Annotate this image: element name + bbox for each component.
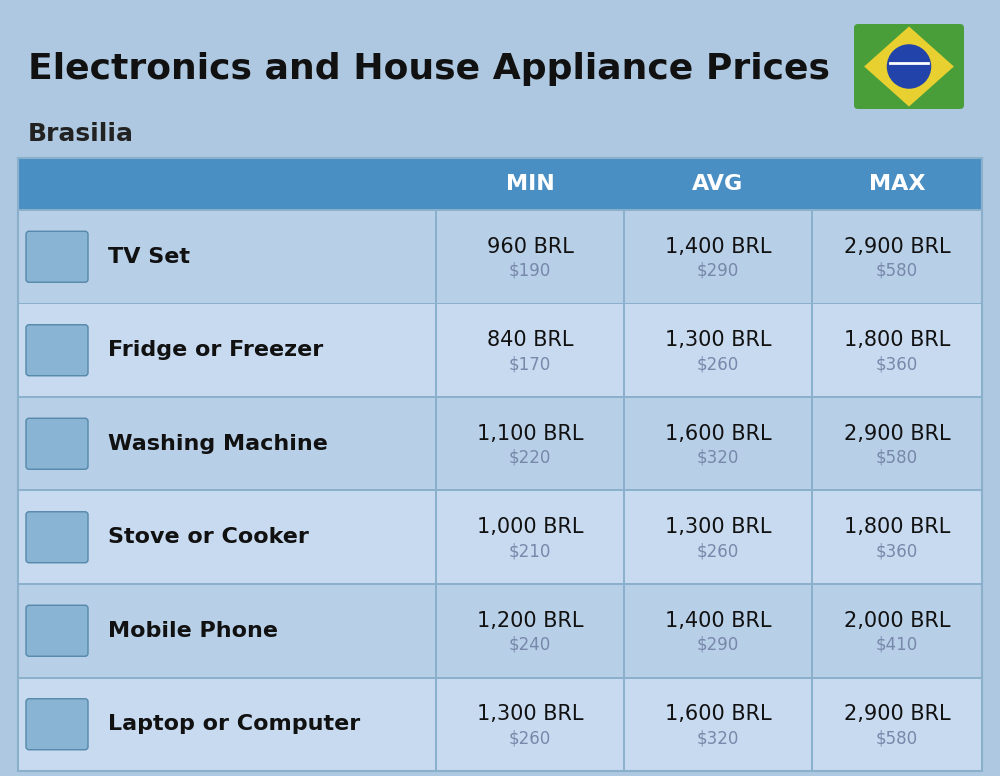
FancyBboxPatch shape xyxy=(26,605,88,656)
FancyBboxPatch shape xyxy=(26,418,88,469)
Bar xyxy=(435,490,437,584)
FancyBboxPatch shape xyxy=(26,231,88,282)
Text: $240: $240 xyxy=(509,636,551,653)
Text: MAX: MAX xyxy=(869,174,925,194)
Bar xyxy=(623,490,625,584)
Text: Mobile Phone: Mobile Phone xyxy=(108,621,278,641)
Bar xyxy=(811,210,813,303)
Text: $260: $260 xyxy=(509,729,551,747)
Text: Stove or Cooker: Stove or Cooker xyxy=(108,527,309,547)
Bar xyxy=(18,490,982,491)
FancyBboxPatch shape xyxy=(26,698,88,750)
Bar xyxy=(18,677,982,678)
Text: Laptop or Computer: Laptop or Computer xyxy=(108,714,360,734)
Bar xyxy=(18,396,982,398)
Text: 1,300 BRL: 1,300 BRL xyxy=(665,518,771,537)
Bar xyxy=(435,584,437,677)
Bar xyxy=(18,490,982,584)
Text: $290: $290 xyxy=(697,636,739,653)
Bar xyxy=(623,584,625,677)
Text: 1,600 BRL: 1,600 BRL xyxy=(665,424,771,444)
Bar xyxy=(623,303,625,397)
Bar xyxy=(435,303,437,397)
Text: 1,600 BRL: 1,600 BRL xyxy=(665,705,771,724)
Bar xyxy=(18,209,982,211)
Bar xyxy=(18,583,982,585)
Text: AVG: AVG xyxy=(692,174,744,194)
Text: Washing Machine: Washing Machine xyxy=(108,434,328,454)
Text: $260: $260 xyxy=(697,542,739,560)
Text: $260: $260 xyxy=(697,355,739,373)
Bar xyxy=(18,158,982,210)
Bar xyxy=(18,158,982,771)
Text: 2,900 BRL: 2,900 BRL xyxy=(844,705,950,724)
Text: 2,000 BRL: 2,000 BRL xyxy=(844,611,950,631)
Text: 840 BRL: 840 BRL xyxy=(487,331,573,350)
Bar xyxy=(623,397,625,490)
FancyBboxPatch shape xyxy=(26,511,88,563)
Text: $320: $320 xyxy=(697,729,739,747)
Text: $320: $320 xyxy=(697,449,739,466)
Bar xyxy=(811,397,813,490)
Text: $580: $580 xyxy=(876,262,918,280)
Text: $410: $410 xyxy=(876,636,918,653)
Bar xyxy=(18,210,982,303)
Text: Electronics and House Appliance Prices: Electronics and House Appliance Prices xyxy=(28,52,830,86)
Polygon shape xyxy=(864,26,954,106)
Bar xyxy=(18,397,982,490)
Text: $170: $170 xyxy=(509,355,551,373)
Bar xyxy=(435,677,437,771)
Bar xyxy=(18,677,982,771)
Bar xyxy=(623,677,625,771)
Text: Brasilia: Brasilia xyxy=(28,122,134,146)
Text: 960 BRL: 960 BRL xyxy=(487,237,573,257)
FancyBboxPatch shape xyxy=(26,324,88,376)
Text: 1,300 BRL: 1,300 BRL xyxy=(665,331,771,350)
Text: TV Set: TV Set xyxy=(108,247,190,267)
Text: 1,400 BRL: 1,400 BRL xyxy=(665,237,771,257)
FancyBboxPatch shape xyxy=(854,24,964,109)
Text: $360: $360 xyxy=(876,542,918,560)
Bar xyxy=(18,303,982,397)
Text: $360: $360 xyxy=(876,355,918,373)
Bar xyxy=(18,584,982,677)
Circle shape xyxy=(887,45,931,88)
Bar xyxy=(811,303,813,397)
Bar xyxy=(623,210,625,303)
Text: $580: $580 xyxy=(876,729,918,747)
Text: MIN: MIN xyxy=(506,174,554,194)
Text: 1,000 BRL: 1,000 BRL xyxy=(477,518,583,537)
Text: 1,800 BRL: 1,800 BRL xyxy=(844,331,950,350)
Bar xyxy=(18,303,982,304)
Text: $210: $210 xyxy=(509,542,551,560)
Bar xyxy=(811,584,813,677)
Text: 1,200 BRL: 1,200 BRL xyxy=(477,611,583,631)
Bar xyxy=(811,490,813,584)
Text: $190: $190 xyxy=(509,262,551,280)
Text: 1,400 BRL: 1,400 BRL xyxy=(665,611,771,631)
Bar xyxy=(435,210,437,303)
Text: $220: $220 xyxy=(509,449,551,466)
Bar xyxy=(811,677,813,771)
Bar xyxy=(435,397,437,490)
Text: Fridge or Freezer: Fridge or Freezer xyxy=(108,340,323,360)
Text: 1,300 BRL: 1,300 BRL xyxy=(477,705,583,724)
Text: 1,800 BRL: 1,800 BRL xyxy=(844,518,950,537)
Text: 2,900 BRL: 2,900 BRL xyxy=(844,237,950,257)
Text: $290: $290 xyxy=(697,262,739,280)
Text: $580: $580 xyxy=(876,449,918,466)
Text: 2,900 BRL: 2,900 BRL xyxy=(844,424,950,444)
Text: 1,100 BRL: 1,100 BRL xyxy=(477,424,583,444)
